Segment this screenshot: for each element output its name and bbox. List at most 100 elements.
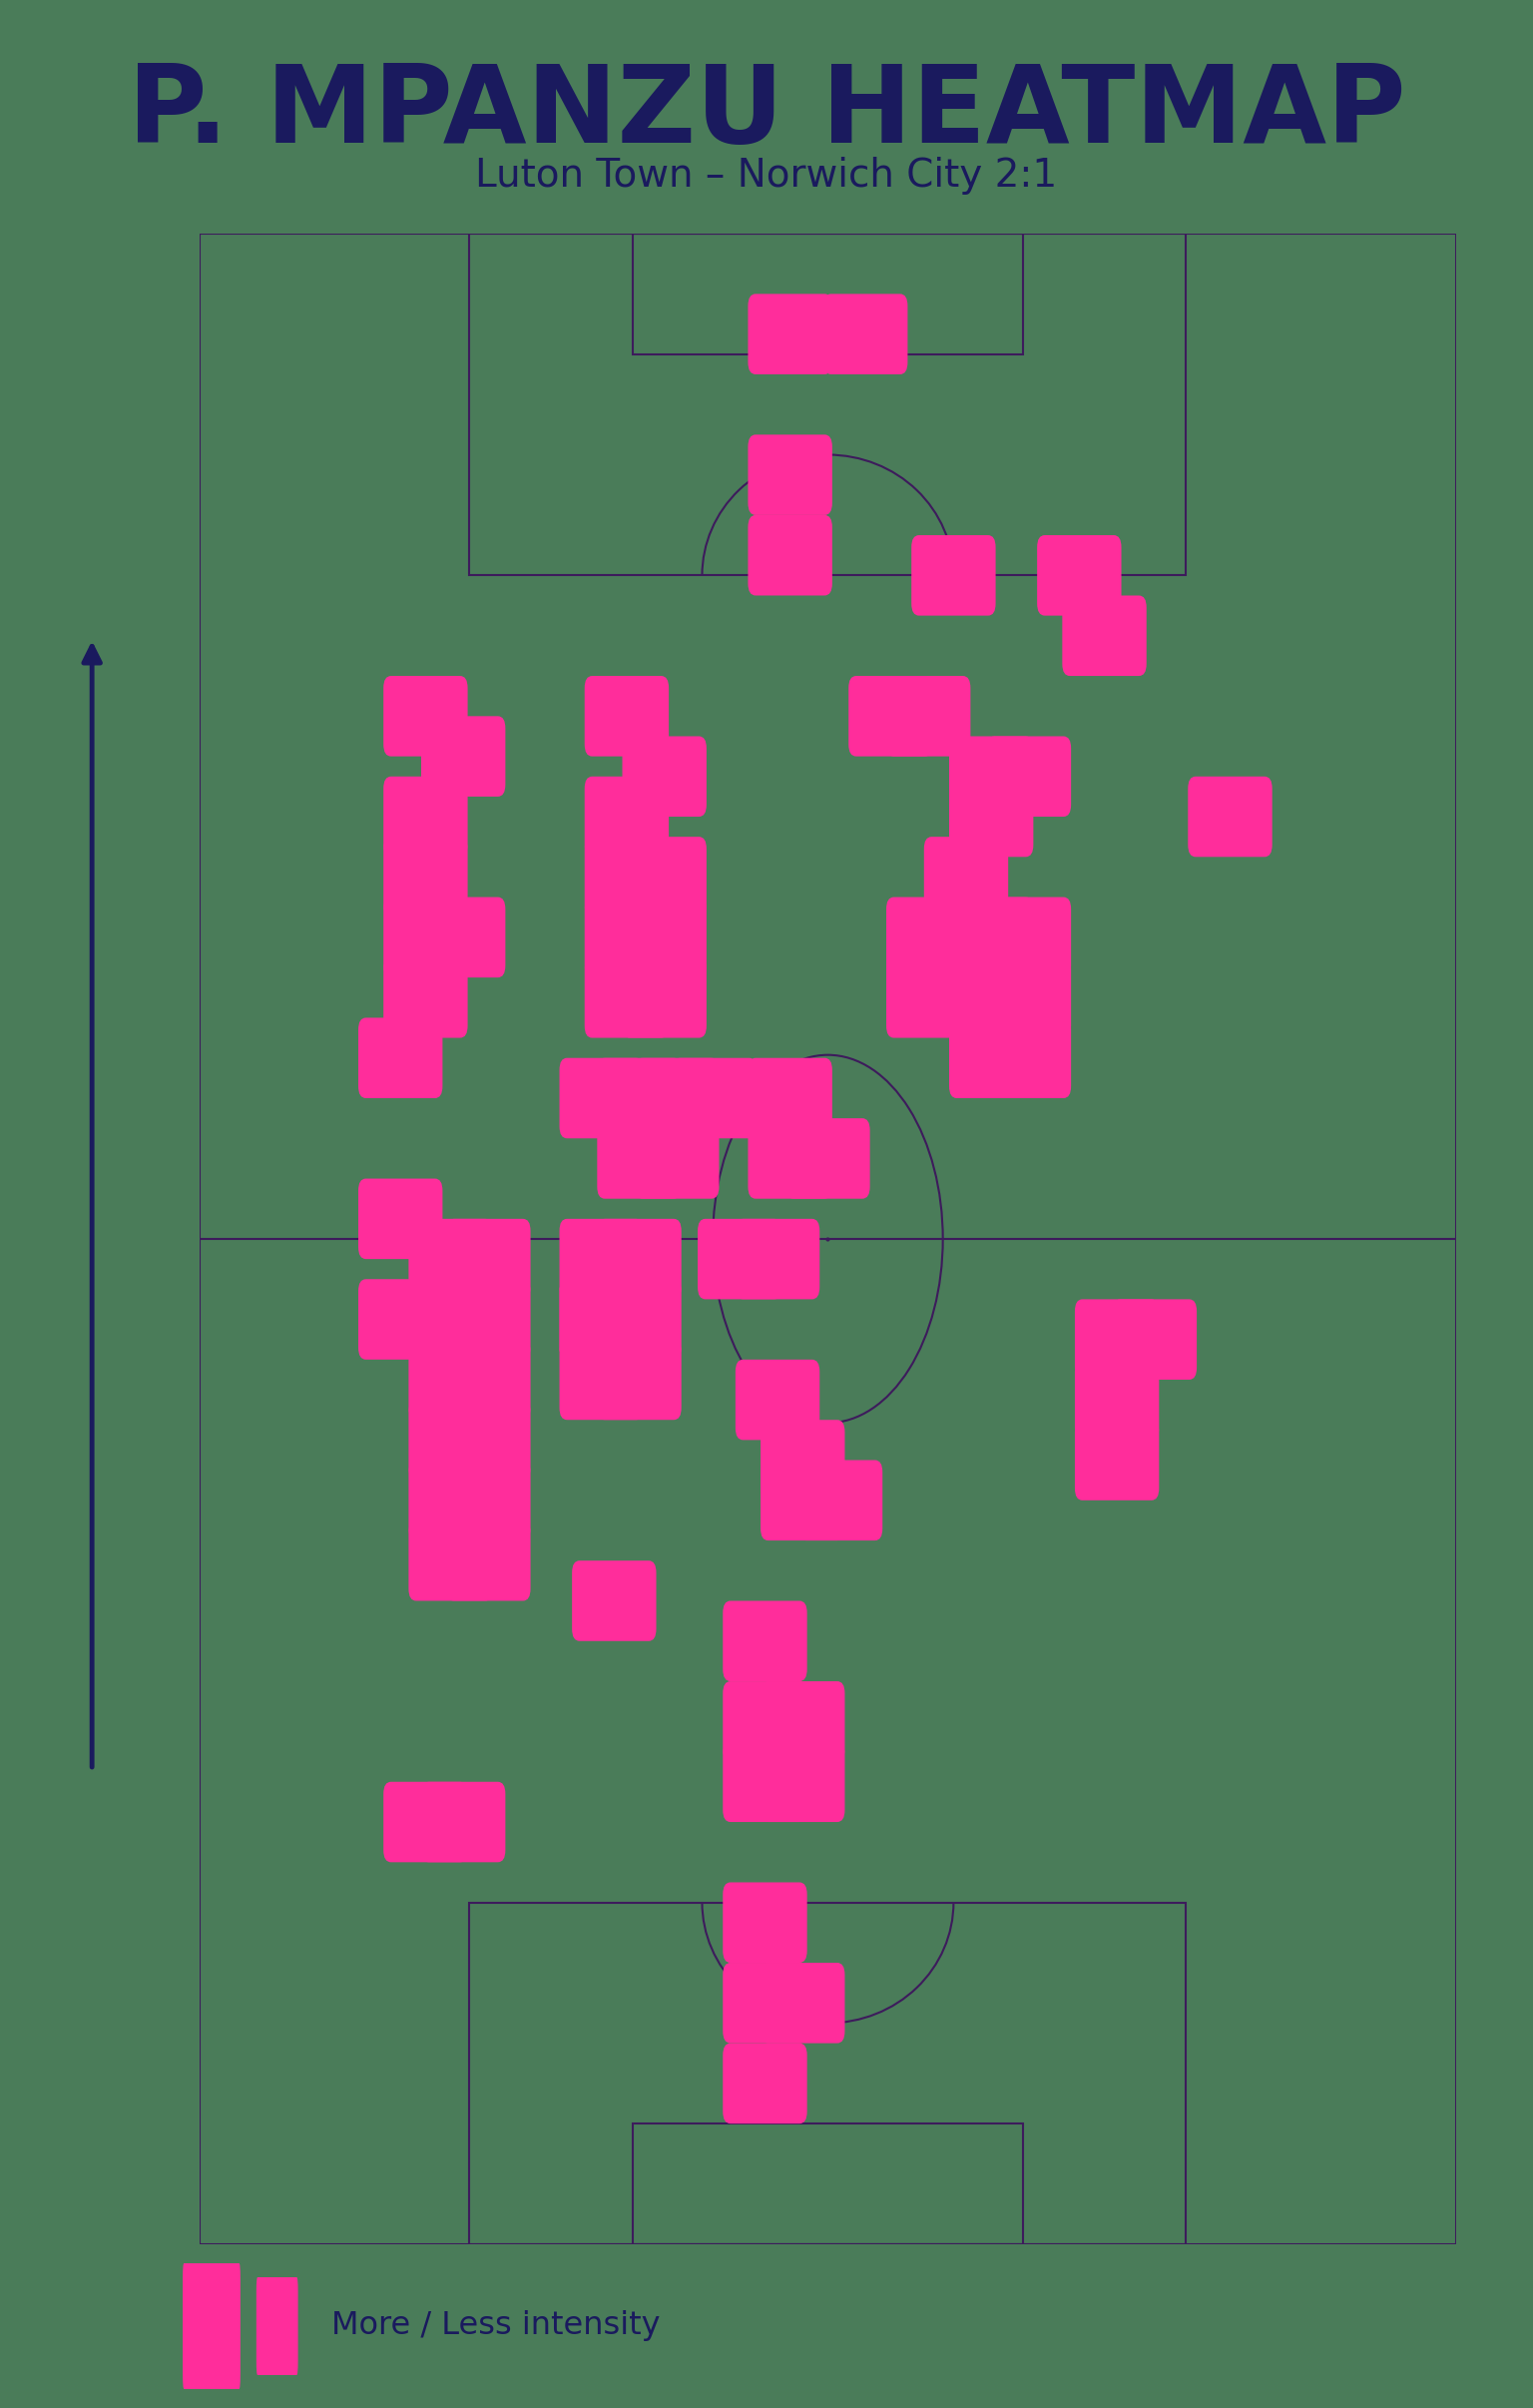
- Bar: [633, 2124, 1023, 2244]
- FancyBboxPatch shape: [598, 1218, 681, 1300]
- FancyBboxPatch shape: [748, 294, 832, 373]
- FancyBboxPatch shape: [446, 1218, 530, 1300]
- FancyBboxPatch shape: [446, 1399, 530, 1481]
- FancyBboxPatch shape: [1075, 1421, 1159, 1500]
- FancyBboxPatch shape: [1038, 535, 1121, 616]
- FancyBboxPatch shape: [987, 737, 1072, 816]
- FancyBboxPatch shape: [1188, 775, 1272, 857]
- FancyBboxPatch shape: [622, 958, 707, 1038]
- FancyBboxPatch shape: [987, 958, 1072, 1038]
- FancyBboxPatch shape: [383, 775, 468, 857]
- FancyBboxPatch shape: [446, 1459, 530, 1541]
- FancyBboxPatch shape: [786, 1117, 869, 1199]
- FancyBboxPatch shape: [724, 2042, 806, 2124]
- FancyBboxPatch shape: [849, 677, 932, 756]
- FancyBboxPatch shape: [949, 958, 1033, 1038]
- FancyBboxPatch shape: [748, 1117, 832, 1199]
- FancyBboxPatch shape: [748, 1057, 832, 1139]
- FancyBboxPatch shape: [584, 898, 668, 978]
- FancyBboxPatch shape: [409, 1459, 492, 1541]
- FancyBboxPatch shape: [724, 1681, 806, 1763]
- FancyBboxPatch shape: [823, 294, 908, 373]
- FancyBboxPatch shape: [383, 958, 468, 1038]
- FancyBboxPatch shape: [886, 958, 970, 1038]
- FancyBboxPatch shape: [256, 2278, 297, 2374]
- FancyBboxPatch shape: [584, 677, 668, 756]
- FancyBboxPatch shape: [622, 836, 707, 917]
- FancyBboxPatch shape: [1113, 1300, 1197, 1380]
- FancyBboxPatch shape: [598, 1057, 681, 1139]
- FancyBboxPatch shape: [182, 2264, 241, 2389]
- FancyBboxPatch shape: [987, 898, 1072, 978]
- FancyBboxPatch shape: [409, 1519, 492, 1601]
- Bar: [633, 234, 1023, 354]
- FancyBboxPatch shape: [949, 898, 1033, 978]
- FancyBboxPatch shape: [446, 1519, 530, 1601]
- FancyBboxPatch shape: [949, 737, 1033, 816]
- FancyBboxPatch shape: [560, 1218, 644, 1300]
- FancyBboxPatch shape: [886, 898, 970, 978]
- FancyBboxPatch shape: [724, 1963, 806, 2042]
- FancyBboxPatch shape: [422, 715, 506, 797]
- FancyBboxPatch shape: [359, 1279, 443, 1361]
- FancyBboxPatch shape: [736, 1218, 820, 1300]
- Bar: [469, 1902, 1187, 2244]
- FancyBboxPatch shape: [422, 898, 506, 978]
- FancyBboxPatch shape: [760, 1681, 845, 1763]
- FancyBboxPatch shape: [760, 1741, 845, 1823]
- FancyBboxPatch shape: [560, 1057, 644, 1139]
- FancyBboxPatch shape: [598, 1117, 681, 1199]
- FancyBboxPatch shape: [422, 1782, 506, 1861]
- Text: More / Less intensity: More / Less intensity: [331, 2312, 661, 2341]
- FancyBboxPatch shape: [698, 1218, 782, 1300]
- FancyBboxPatch shape: [924, 836, 1009, 917]
- FancyBboxPatch shape: [987, 1019, 1072, 1098]
- FancyBboxPatch shape: [409, 1218, 492, 1300]
- FancyBboxPatch shape: [748, 433, 832, 515]
- FancyBboxPatch shape: [598, 1279, 681, 1361]
- FancyBboxPatch shape: [912, 535, 995, 616]
- FancyBboxPatch shape: [584, 775, 668, 857]
- FancyBboxPatch shape: [409, 1339, 492, 1421]
- FancyBboxPatch shape: [724, 1883, 806, 1963]
- FancyBboxPatch shape: [383, 1782, 468, 1861]
- FancyBboxPatch shape: [760, 1459, 845, 1541]
- FancyBboxPatch shape: [359, 1019, 443, 1098]
- FancyBboxPatch shape: [359, 1178, 443, 1259]
- FancyBboxPatch shape: [724, 1741, 806, 1823]
- FancyBboxPatch shape: [724, 1601, 806, 1681]
- FancyBboxPatch shape: [560, 1279, 644, 1361]
- FancyBboxPatch shape: [383, 898, 468, 978]
- FancyBboxPatch shape: [622, 898, 707, 978]
- FancyBboxPatch shape: [760, 1421, 845, 1500]
- FancyBboxPatch shape: [584, 836, 668, 917]
- FancyBboxPatch shape: [635, 1117, 719, 1199]
- FancyBboxPatch shape: [748, 515, 832, 595]
- FancyBboxPatch shape: [446, 1339, 530, 1421]
- FancyBboxPatch shape: [886, 677, 970, 756]
- FancyBboxPatch shape: [924, 898, 1009, 978]
- FancyBboxPatch shape: [446, 1279, 530, 1361]
- FancyBboxPatch shape: [760, 1963, 845, 2042]
- FancyBboxPatch shape: [1075, 1300, 1159, 1380]
- FancyBboxPatch shape: [949, 775, 1033, 857]
- Text: P. MPANZU HEATMAP: P. MPANZU HEATMAP: [127, 60, 1406, 166]
- FancyBboxPatch shape: [949, 1019, 1033, 1098]
- FancyBboxPatch shape: [383, 677, 468, 756]
- FancyBboxPatch shape: [673, 1057, 757, 1139]
- FancyBboxPatch shape: [736, 1361, 820, 1440]
- FancyBboxPatch shape: [635, 1057, 719, 1139]
- FancyBboxPatch shape: [1075, 1361, 1159, 1440]
- FancyBboxPatch shape: [572, 1560, 656, 1642]
- FancyBboxPatch shape: [598, 1339, 681, 1421]
- FancyBboxPatch shape: [799, 1459, 883, 1541]
- FancyBboxPatch shape: [409, 1399, 492, 1481]
- FancyBboxPatch shape: [409, 1279, 492, 1361]
- Bar: [469, 234, 1187, 576]
- FancyBboxPatch shape: [584, 958, 668, 1038]
- FancyBboxPatch shape: [383, 836, 468, 917]
- Text: Luton Town – Norwich City 2:1: Luton Town – Norwich City 2:1: [475, 157, 1058, 195]
- FancyBboxPatch shape: [1062, 595, 1147, 677]
- FancyBboxPatch shape: [560, 1279, 644, 1361]
- FancyBboxPatch shape: [560, 1339, 644, 1421]
